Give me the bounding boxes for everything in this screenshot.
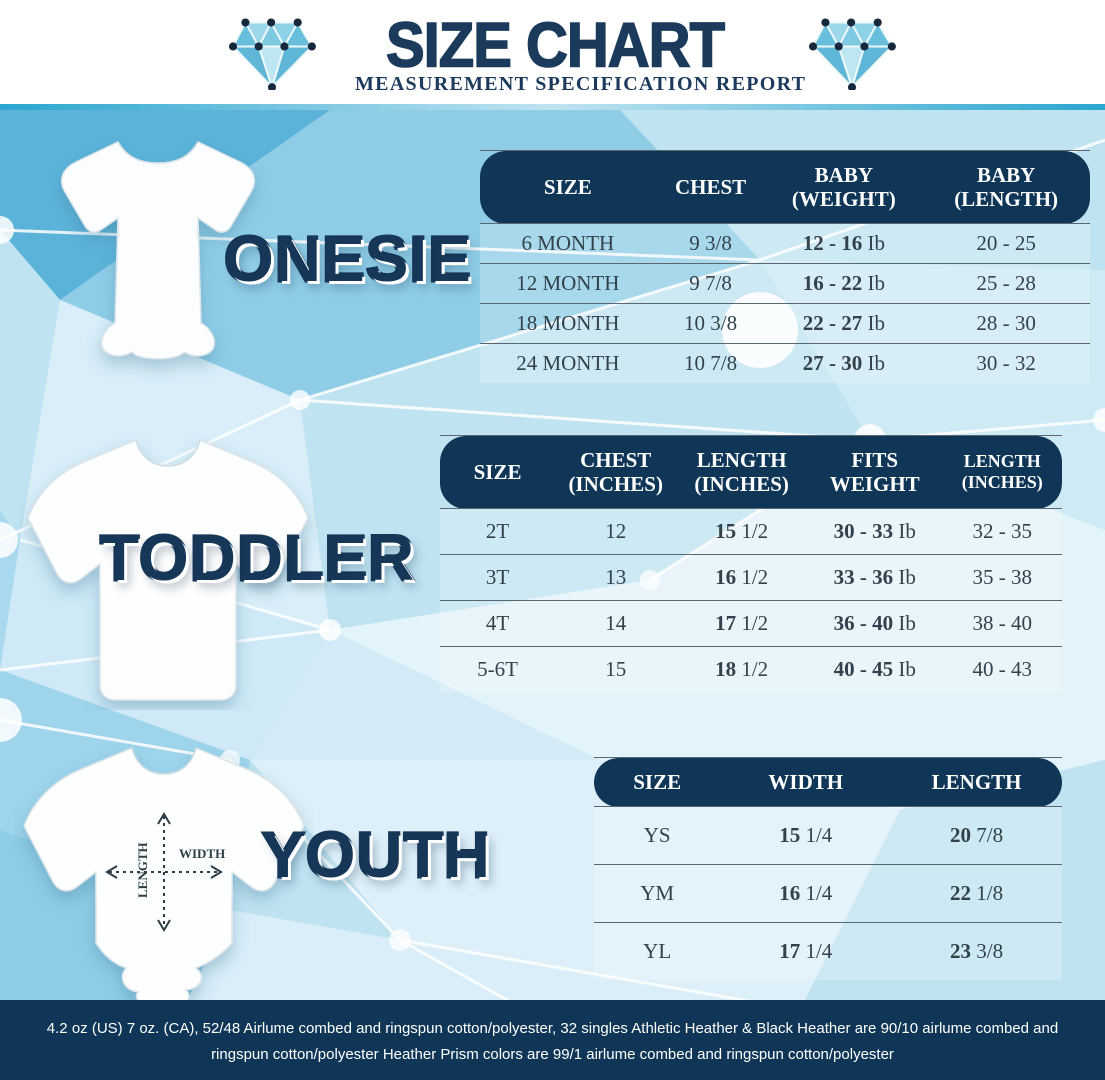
svg-text:WIDTH: WIDTH [179, 846, 225, 861]
svg-text:LENGTH: LENGTH [135, 842, 150, 898]
